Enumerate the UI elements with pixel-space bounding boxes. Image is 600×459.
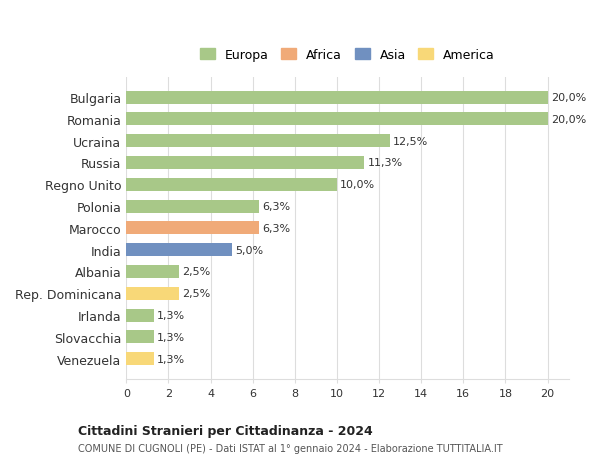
Text: 1,3%: 1,3% (157, 354, 185, 364)
Text: 12,5%: 12,5% (393, 136, 428, 146)
Text: 5,0%: 5,0% (235, 245, 263, 255)
Text: 2,5%: 2,5% (182, 289, 211, 299)
Text: 10,0%: 10,0% (340, 180, 375, 190)
Legend: Europa, Africa, Asia, America: Europa, Africa, Asia, America (196, 45, 499, 65)
Bar (127, 330, 154, 344)
Text: 6,3%: 6,3% (262, 202, 290, 212)
Bar (127, 244, 232, 257)
Bar (127, 309, 154, 322)
Bar (127, 287, 179, 300)
Bar (127, 135, 389, 148)
Text: 2,5%: 2,5% (182, 267, 211, 277)
Text: 1,3%: 1,3% (157, 310, 185, 320)
Bar (127, 353, 154, 365)
Text: 6,3%: 6,3% (262, 224, 290, 233)
Text: 1,3%: 1,3% (157, 332, 185, 342)
Text: 20,0%: 20,0% (551, 115, 586, 124)
Bar (127, 265, 179, 279)
Bar (127, 222, 259, 235)
Text: COMUNE DI CUGNOLI (PE) - Dati ISTAT al 1° gennaio 2024 - Elaborazione TUTTITALIA: COMUNE DI CUGNOLI (PE) - Dati ISTAT al 1… (78, 443, 503, 453)
Bar (127, 200, 259, 213)
Text: 11,3%: 11,3% (367, 158, 403, 168)
Bar (127, 113, 548, 126)
Bar (127, 91, 548, 104)
Text: 20,0%: 20,0% (551, 93, 586, 103)
Bar (127, 179, 337, 191)
Text: Cittadini Stranieri per Cittadinanza - 2024: Cittadini Stranieri per Cittadinanza - 2… (78, 424, 373, 437)
Bar (127, 157, 364, 170)
